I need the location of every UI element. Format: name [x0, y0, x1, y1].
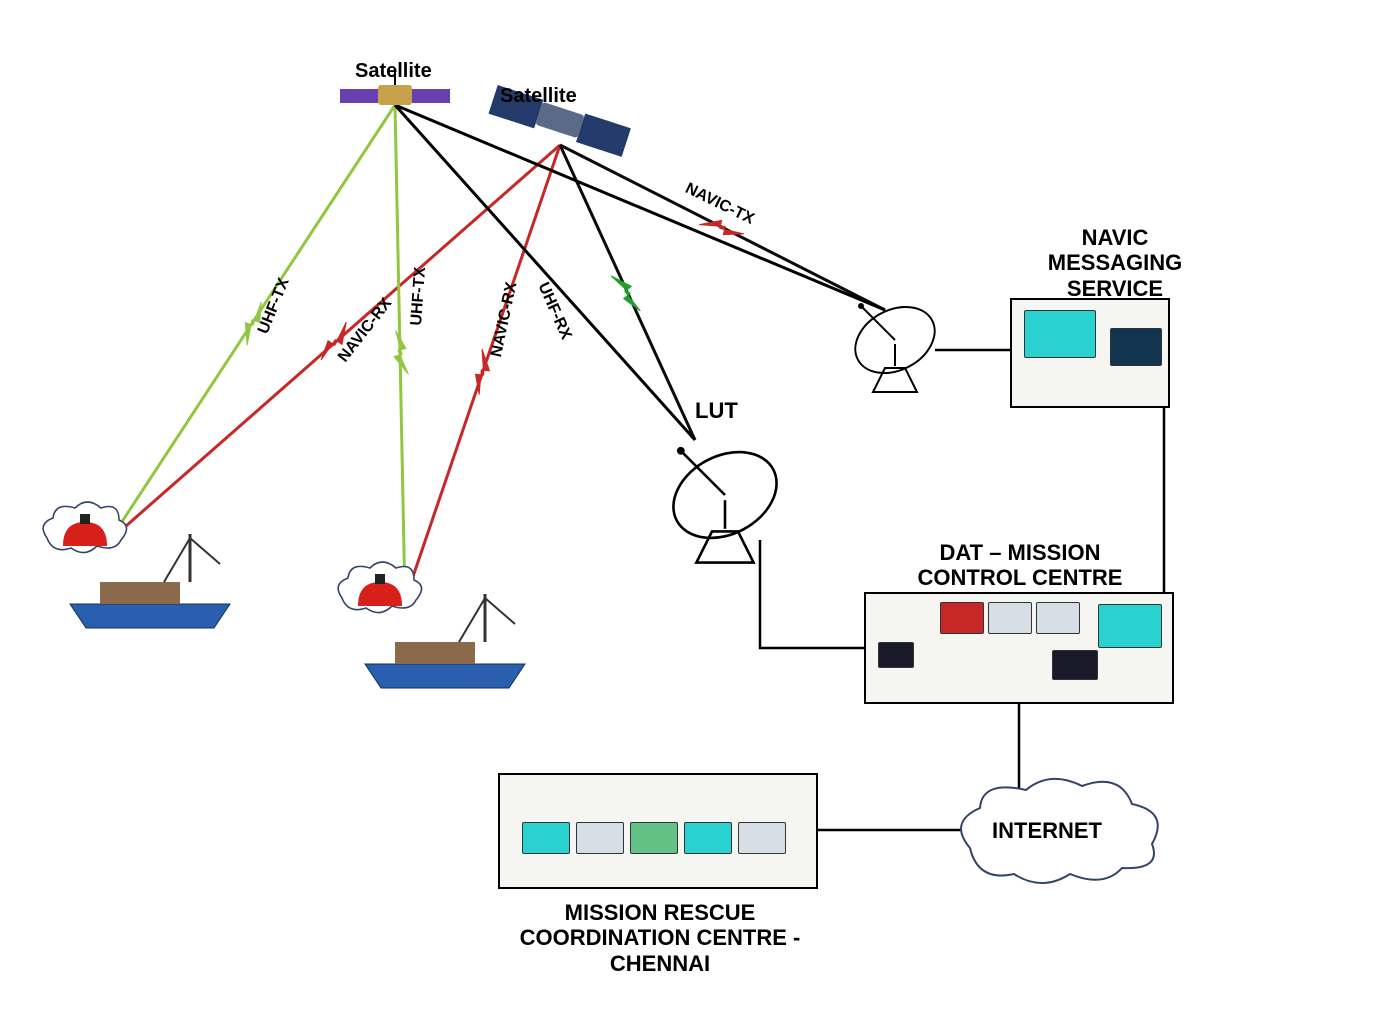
dish-navic-icon	[844, 294, 946, 392]
label-lut: LUT	[695, 398, 738, 423]
label-navic-service: NAVICMESSAGINGSERVICE	[1025, 225, 1205, 301]
monitor-icon	[576, 822, 624, 854]
monitor-icon	[878, 642, 914, 668]
monitor-icon	[1024, 310, 1096, 358]
photo-navic-service	[1010, 298, 1170, 408]
label-satellite-1: Satellite	[355, 60, 432, 83]
monitor-icon	[738, 822, 786, 854]
label-internet: INTERNET	[992, 818, 1102, 843]
monitor-icon	[1098, 604, 1162, 648]
label-mrcc: MISSION RESCUECOORDINATION CENTRE -CHENN…	[500, 900, 820, 976]
dish-lut-icon	[658, 435, 791, 563]
photo-mrcc	[498, 773, 818, 889]
monitor-icon	[630, 822, 678, 854]
monitor-icon	[940, 602, 984, 634]
photo-dat-mcc	[864, 592, 1174, 704]
monitor-icon	[1052, 650, 1098, 680]
monitor-icon	[684, 822, 732, 854]
label-satellite-2: Satellite	[500, 85, 577, 108]
monitor-icon	[1110, 328, 1162, 366]
label-dat-mcc: DAT – MISSIONCONTROL CENTRE	[870, 540, 1170, 591]
monitor-icon	[1036, 602, 1080, 634]
monitor-icon	[522, 822, 570, 854]
monitor-icon	[988, 602, 1032, 634]
